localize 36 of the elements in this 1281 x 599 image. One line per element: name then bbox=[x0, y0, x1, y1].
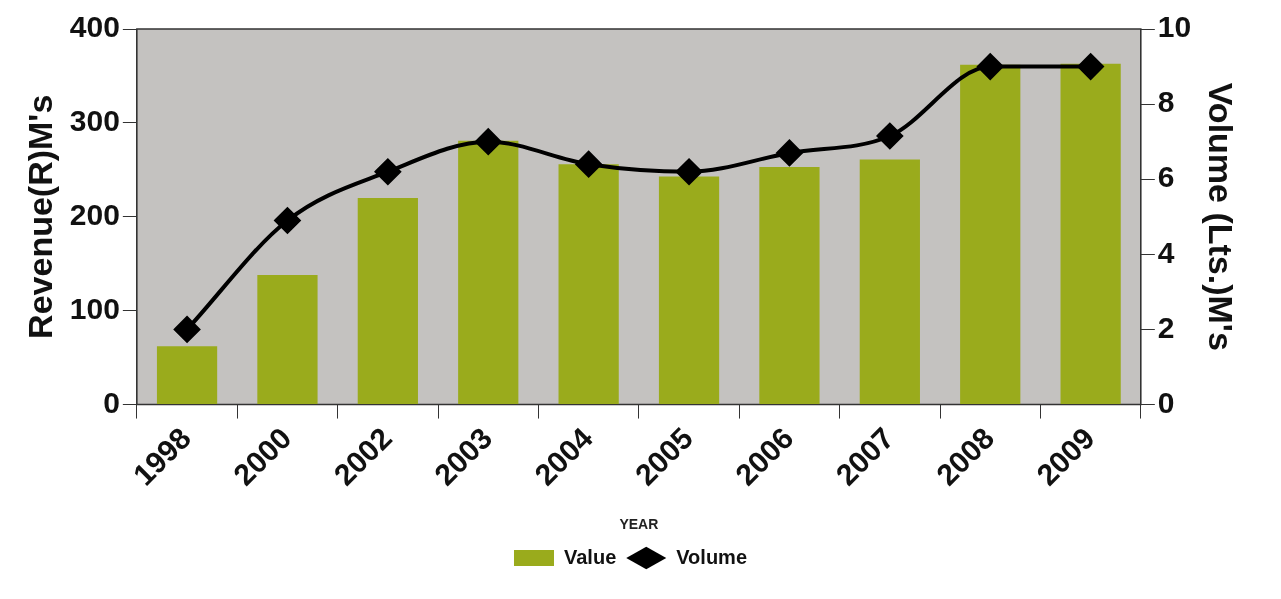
y2-tick-label: 4 bbox=[1157, 235, 1175, 269]
point bbox=[475, 128, 502, 155]
point bbox=[575, 151, 602, 178]
bar bbox=[357, 198, 418, 405]
bar bbox=[658, 176, 720, 405]
legend-label: Volume bbox=[676, 545, 748, 568]
y2-axis-title: Volume (Lts.)M's bbox=[1202, 82, 1241, 351]
y2-tick-label: 10 bbox=[1157, 10, 1192, 44]
y2-tick-label: 6 bbox=[1157, 160, 1175, 194]
point bbox=[977, 53, 1004, 80]
y-tick-label: 200 bbox=[69, 198, 120, 232]
bar bbox=[458, 140, 519, 405]
point bbox=[1077, 53, 1104, 80]
bar bbox=[1060, 63, 1121, 405]
point bbox=[374, 158, 401, 185]
y-axis-title: Revenue(R)M's bbox=[20, 94, 59, 339]
y-tick-label: 0 bbox=[103, 385, 120, 419]
y2-tick-label: 2 bbox=[1157, 310, 1175, 344]
x-axis-title: YEAR bbox=[619, 516, 659, 533]
point bbox=[676, 158, 703, 185]
point bbox=[776, 139, 803, 166]
bar bbox=[960, 64, 1021, 405]
y-tick-label: 300 bbox=[69, 104, 120, 138]
legend-label: Value bbox=[564, 545, 617, 568]
point bbox=[876, 123, 903, 150]
point bbox=[274, 207, 301, 234]
point bbox=[174, 316, 201, 343]
y-tick-label: 100 bbox=[69, 291, 120, 325]
bar bbox=[859, 159, 920, 405]
y2-tick-label: 8 bbox=[1157, 85, 1175, 119]
bar bbox=[257, 274, 318, 405]
bar bbox=[156, 346, 218, 405]
bar bbox=[759, 167, 820, 405]
bar bbox=[558, 164, 619, 405]
y2-tick-label: 0 bbox=[1157, 385, 1175, 419]
y-tick-label: 400 bbox=[69, 10, 120, 44]
